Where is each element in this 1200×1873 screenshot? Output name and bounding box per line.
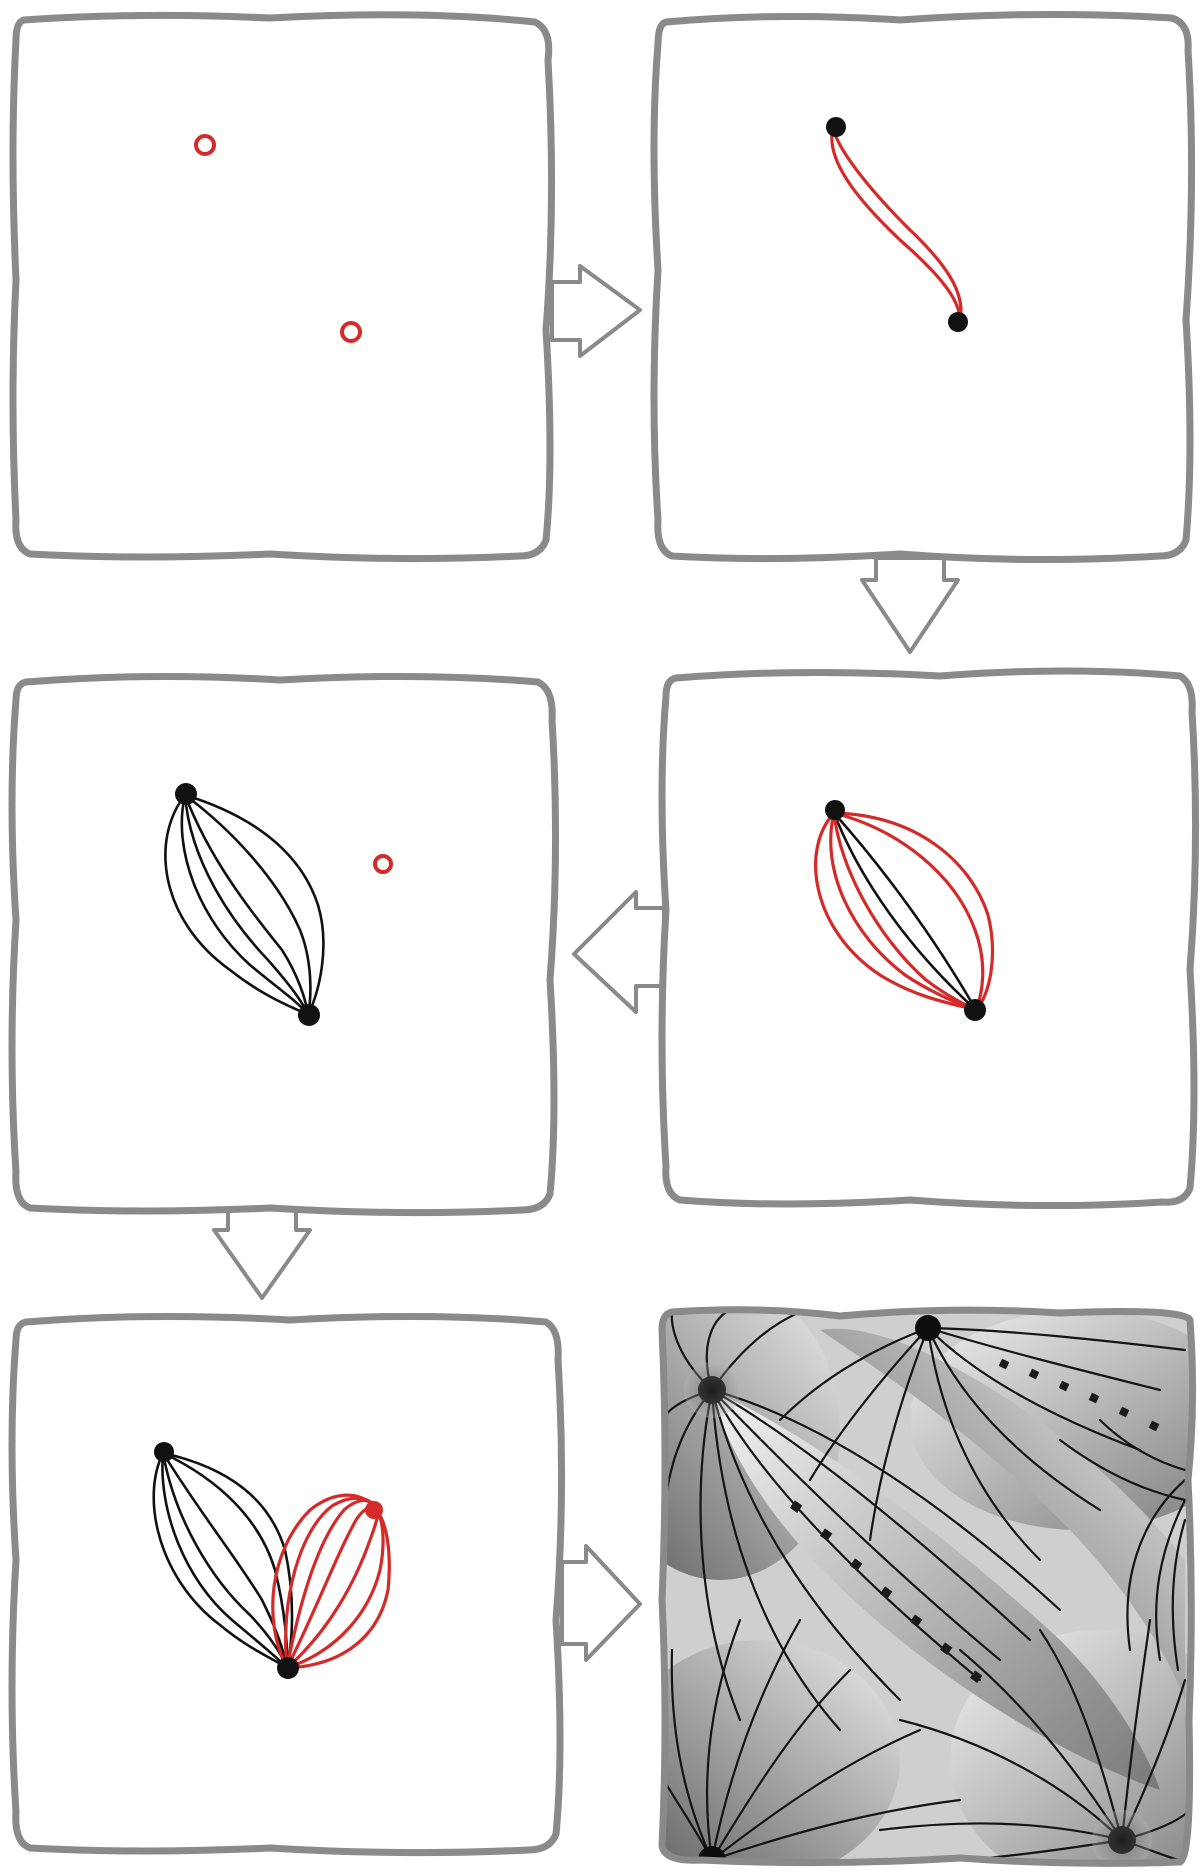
step-4-panel	[658, 667, 1200, 1210]
step-3-panel	[8, 672, 560, 1217]
lines-top-left	[662, 1309, 1062, 1732]
step-5-panel	[8, 1312, 566, 1857]
s-curve-red-inner	[831, 126, 963, 322]
next-dot-red	[373, 854, 393, 874]
lines-right-pods	[1058, 1418, 1187, 1672]
start-dot-red	[194, 134, 216, 156]
s-curve-red-outer	[830, 126, 962, 322]
step-1-panel	[9, 11, 556, 563]
arrow-down-2-to-3	[860, 556, 960, 654]
start-dot-black	[826, 117, 846, 137]
leaf-black	[164, 793, 325, 1017]
second-leaf-red	[271, 1493, 391, 1670]
new-tip-red	[365, 1501, 383, 1519]
lines-top-center	[778, 1326, 1187, 1562]
arrow-left-4-to-3	[572, 890, 666, 1014]
step-6-finished-tile	[658, 1306, 1197, 1867]
lines-bottom-left	[662, 1618, 962, 1862]
arrow-right-5-to-6	[560, 1544, 642, 1662]
step-2-panel	[650, 10, 1196, 564]
arrow-down-3-to-5	[212, 1204, 312, 1300]
end-dot-black	[948, 312, 968, 332]
leaf-red-outer	[814, 811, 995, 1012]
end-dot-red	[340, 321, 362, 343]
arrow-right-1-to-2	[550, 264, 642, 358]
segment-marks	[789, 1358, 1160, 1683]
leaf-black-inner	[832, 811, 978, 1012]
